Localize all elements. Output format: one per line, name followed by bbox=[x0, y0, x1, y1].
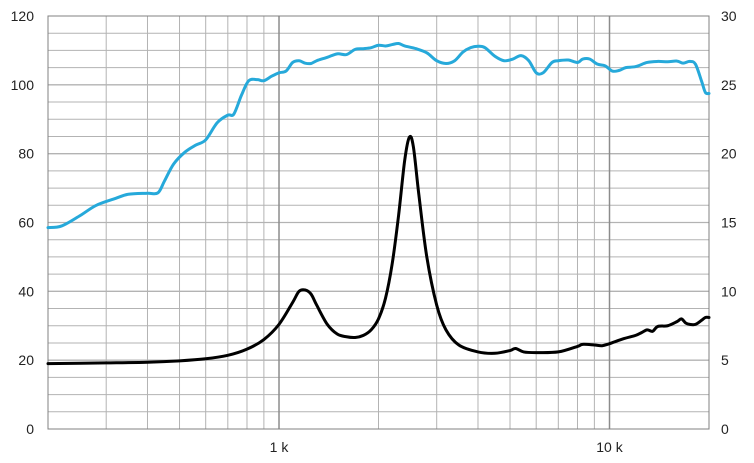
grid-lines bbox=[48, 16, 709, 429]
y-right-tick-label: 25 bbox=[721, 77, 737, 93]
y-left-tick-label: 80 bbox=[18, 146, 34, 162]
x-tick-label: 10 k bbox=[596, 439, 623, 455]
y-right-tick-label: 30 bbox=[721, 8, 737, 24]
series-line-right-axis bbox=[46, 134, 711, 366]
y-right-tick-label: 0 bbox=[721, 421, 729, 437]
y-left-tick-label: 100 bbox=[11, 77, 35, 93]
y-left-tick-label: 20 bbox=[18, 352, 34, 368]
y-right-tick-label: 15 bbox=[721, 215, 737, 231]
y-right-tick-label: 20 bbox=[721, 146, 737, 162]
x-tick-label: 1 k bbox=[270, 439, 290, 455]
tick-labels: 0 20 40 60 80 100 120 0 5 10 15 20 25 30 1 k 10 k bbox=[11, 8, 737, 455]
y-left-tick-label: 40 bbox=[18, 283, 34, 299]
y-right-tick-label: 10 bbox=[721, 283, 737, 299]
y-left-tick-label: 60 bbox=[18, 215, 34, 231]
y-right-tick-label: 5 bbox=[721, 352, 729, 368]
y-left-tick-label: 0 bbox=[26, 421, 34, 437]
series-layer bbox=[46, 41, 711, 366]
series-line-left-axis bbox=[46, 41, 711, 230]
y-left-tick-label: 120 bbox=[11, 8, 35, 24]
plot-frame bbox=[47, 15, 710, 430]
